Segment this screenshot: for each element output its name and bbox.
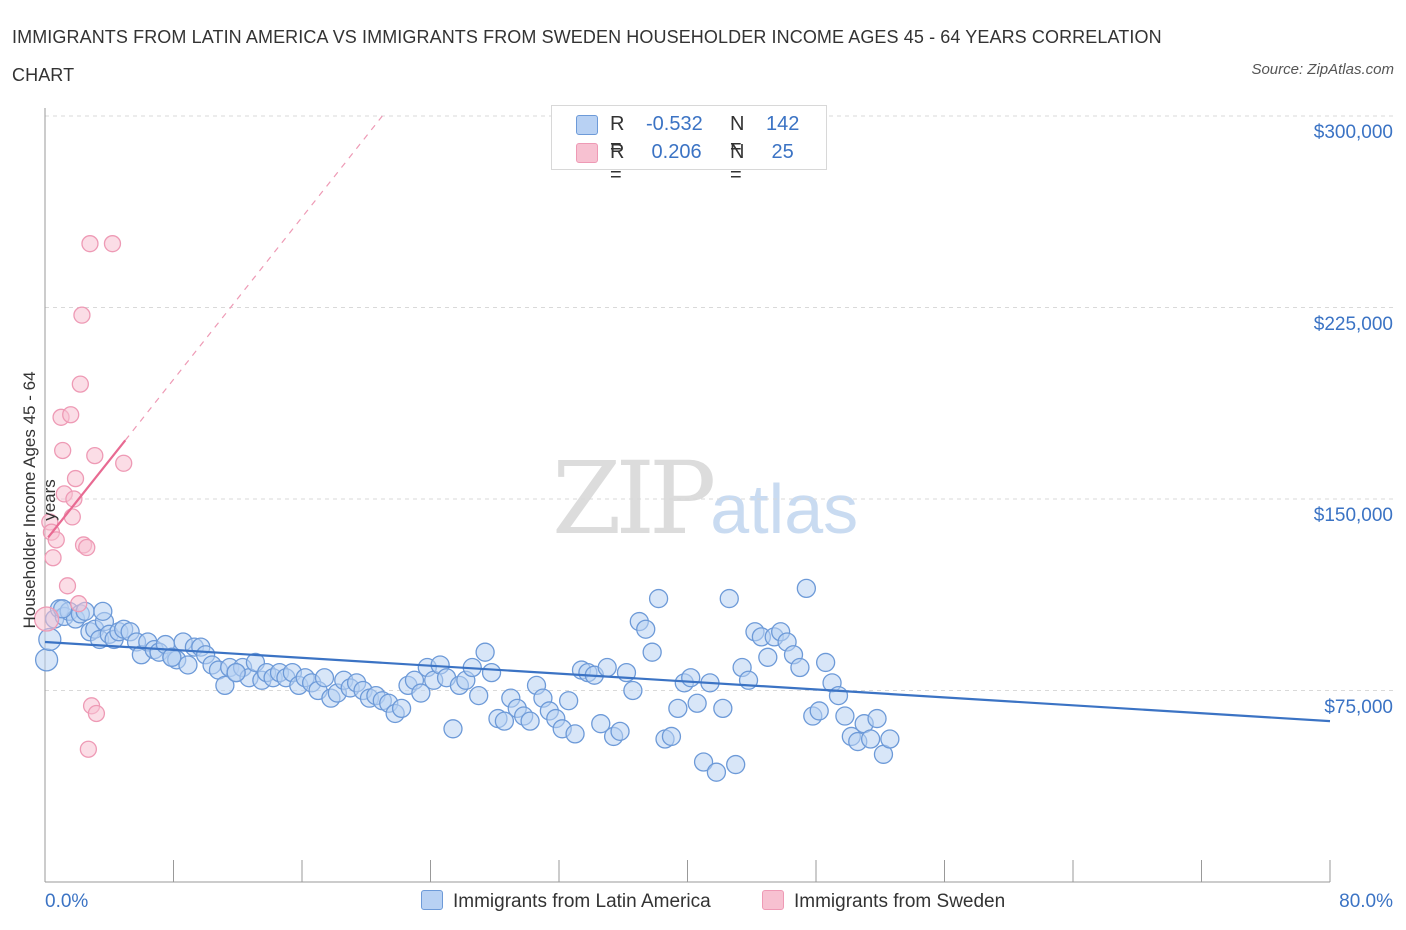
data-point-latin-america [681, 668, 701, 688]
grid-lines [45, 115, 1395, 691]
data-point-sweden [54, 441, 72, 460]
data-point-latin-america [867, 708, 887, 729]
data-point-latin-america [162, 647, 182, 667]
legend-r-value: -0.532 [646, 113, 703, 135]
data-point-latin-america [469, 685, 489, 706]
data-point-sweden [81, 235, 99, 253]
data-point-latin-america [178, 655, 198, 675]
data-point-latin-america [726, 754, 746, 775]
data-point-sweden [87, 704, 106, 723]
data-point-latin-america [520, 711, 540, 731]
data-point-latin-america [565, 724, 585, 744]
axes [44, 108, 1331, 883]
data-point-latin-america [713, 698, 733, 719]
data-point-sweden [58, 577, 77, 595]
data-point-latin-america [411, 683, 431, 703]
legend-r-value: 0.206 [646, 141, 702, 163]
bottom-legend-swatch-pink [762, 890, 784, 910]
data-point-latin-america [93, 601, 113, 621]
data-point-sweden [44, 549, 62, 567]
data-point-sweden [71, 375, 89, 393]
data-point-sweden [63, 508, 81, 526]
y-axis-label: Householder Income Ages 45 - 64 years [20, 371, 59, 629]
y-tick-label: $75,000 [1324, 696, 1393, 718]
data-point-latin-america [796, 578, 817, 599]
data-point-latin-america [828, 685, 849, 706]
data-point-latin-america [591, 714, 611, 734]
data-point-latin-america [790, 657, 810, 678]
data-point-latin-america [636, 619, 656, 639]
data-point-latin-america [835, 706, 855, 726]
data-point-sweden [62, 406, 80, 424]
data-point-latin-america [668, 698, 688, 719]
watermark-atlas: atlas [710, 470, 859, 548]
series-latin-america-points [34, 578, 900, 782]
trend-line-latin-america [44, 640, 1331, 723]
data-point-latin-america [391, 698, 412, 719]
trend-line-sweden [47, 439, 127, 538]
data-point-sweden [73, 306, 91, 324]
data-point-sweden [47, 531, 65, 549]
trend-lines [44, 115, 1331, 723]
data-point-latin-america [687, 693, 707, 713]
data-point-latin-america [610, 721, 630, 742]
data-point-latin-america [809, 701, 829, 721]
data-point-latin-america [443, 719, 463, 739]
data-point-sweden [79, 740, 98, 758]
y-tick-label: $300,000 [1313, 122, 1393, 143]
data-point-sweden [103, 235, 122, 253]
bottom-legend-sweden: Immigrants from Sweden [762, 890, 1005, 913]
y-tick-label: $225,000 [1313, 313, 1393, 335]
watermark: ZIPatlas [552, 440, 858, 557]
y-tick-label: $150,000 [1313, 505, 1393, 526]
x-tick-label-min: 0.0% [45, 891, 89, 912]
data-point-latin-america [661, 726, 682, 747]
x-tick-label-max: 80.0% [1339, 891, 1393, 912]
data-point-sweden [78, 538, 96, 557]
data-point-latin-america [642, 642, 662, 662]
legend-n-label: N = [730, 113, 745, 158]
data-point-sweden [70, 595, 88, 613]
chart-title: IMMIGRANTS FROM LATIN AMERICA VS IMMIGRA… [12, 27, 1162, 85]
data-point-latin-america [481, 662, 502, 683]
data-point-sweden [65, 490, 83, 508]
data-point-sweden [66, 469, 85, 488]
data-point-latin-america [623, 680, 643, 701]
bottom-legend-swatch-blue [421, 890, 443, 910]
data-point-latin-america [880, 729, 900, 749]
data-point-latin-america [693, 752, 714, 772]
bottom-legend-latin-america: Immigrants from Latin America [421, 890, 711, 913]
data-point-latin-america [860, 729, 881, 749]
trend-line-sweden-extension [124, 115, 383, 441]
data-point-sweden [86, 446, 104, 465]
data-point-latin-america [758, 647, 778, 667]
legend-r-label: R = [610, 113, 625, 158]
data-point-latin-america [226, 662, 246, 683]
data-point-latin-america [706, 762, 727, 782]
legend-r-label: R = [610, 141, 625, 186]
data-point-sweden [33, 606, 60, 632]
data-point-latin-america [558, 691, 579, 711]
source-label: Source: ZipAtlas.com [1251, 61, 1394, 78]
legend-n-value: 25 [766, 141, 794, 163]
data-point-latin-america [34, 648, 59, 672]
data-point-sweden [115, 454, 133, 472]
correlation-legend: R = -0.532 N = 142 R = 0.206 N = 25 [551, 105, 827, 186]
legend-swatch-blue [576, 115, 598, 135]
data-point-latin-america [648, 588, 669, 609]
data-point-latin-america [215, 675, 235, 696]
bottom-legend-label: Immigrants from Sweden [794, 891, 1006, 912]
bottom-legend-label: Immigrants from Latin America [453, 891, 711, 912]
data-point-latin-america [597, 657, 617, 678]
data-point-latin-america [719, 588, 739, 609]
data-point-latin-america [494, 711, 515, 731]
data-point-latin-america [475, 642, 495, 662]
data-point-latin-america [314, 668, 335, 688]
legend-n-value: 142 [766, 113, 800, 135]
legend-swatch-pink [576, 143, 598, 163]
data-point-latin-america [815, 652, 836, 673]
legend-n-label: N = [730, 141, 745, 186]
